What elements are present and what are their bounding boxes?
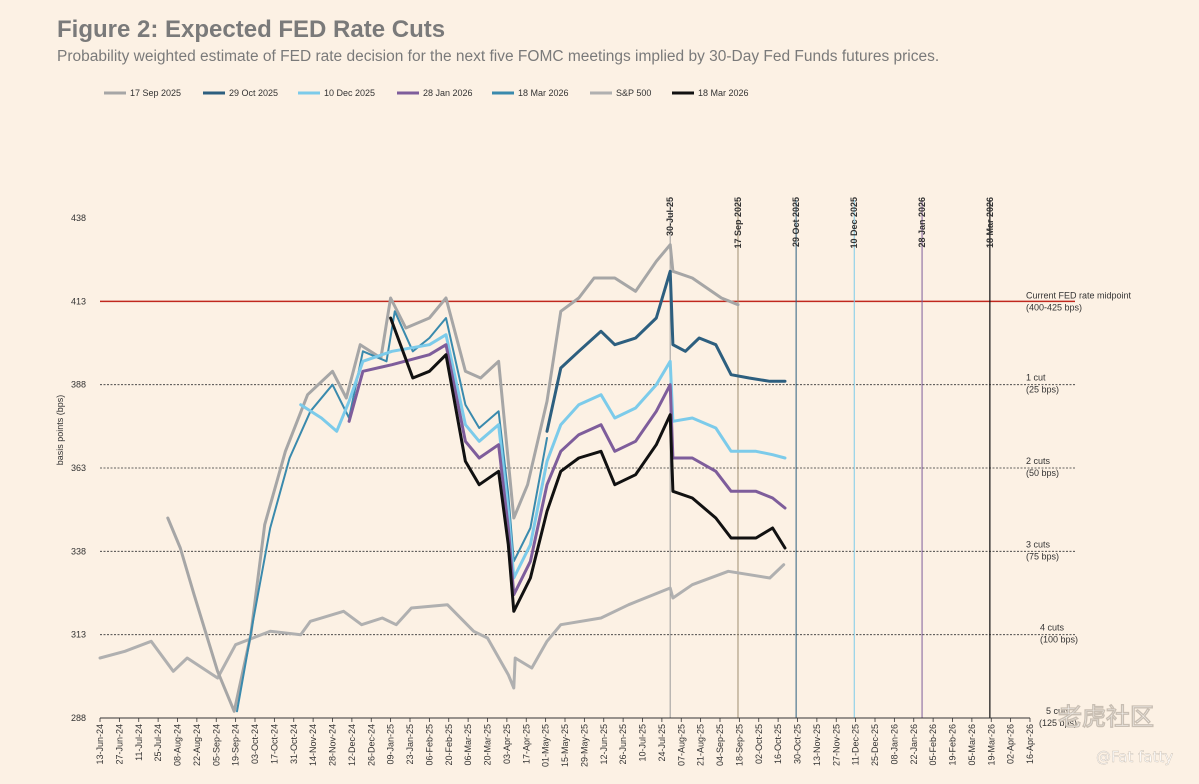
x-tick-label: 25-Jul-24	[153, 724, 163, 762]
watermark-text: 老虎社区	[1058, 703, 1154, 731]
cut-level-label: 2 cuts	[1026, 456, 1051, 466]
cut-level-label: 5 cuts	[1046, 706, 1071, 716]
x-tick-label: 08-Aug-24	[173, 724, 183, 766]
x-tick-label: 11-Dec-25	[851, 724, 861, 765]
cut-level-sublabel: (100 bps)	[1040, 635, 1078, 645]
chart-subtitle: Probability weighted estimate of FED rat…	[57, 48, 940, 65]
x-tick-label: 05-Mar-26	[967, 724, 977, 766]
x-tick-label: 10-Jul-25	[638, 724, 648, 762]
x-tick-label: 03-Oct-24	[250, 724, 260, 764]
x-tick-label: 11-Jul-24	[134, 724, 144, 761]
cut-level-label: 4 cuts	[1040, 623, 1065, 633]
x-tick-label: 13-Jun-24	[95, 724, 105, 765]
event-marker-label: 30-Jul-25	[665, 197, 675, 236]
legend-label: 18 Mar 2026	[518, 88, 569, 98]
x-tick-label: 24-Jul-25	[657, 724, 667, 762]
x-tick-label: 27-Jun-24	[114, 724, 124, 765]
x-tick-label: 30-Oct-25	[793, 724, 803, 764]
x-tick-label: 02-Oct-25	[754, 724, 764, 764]
legend-label: 17 Sep 2025	[130, 88, 181, 98]
x-tick-label: 20-Feb-25	[444, 724, 454, 766]
x-tick-label: 09-Jan-25	[386, 724, 396, 765]
x-tick-label: 19-Feb-26	[948, 724, 958, 766]
cut-level-label: 3 cuts	[1026, 539, 1051, 549]
y-tick-label: 413	[71, 296, 86, 306]
x-tick-label: 13-Nov-25	[812, 724, 822, 766]
x-tick-label: 20-Mar-25	[483, 724, 493, 766]
x-tick-label: 19-Mar-26	[986, 724, 996, 766]
x-tick-label: 22-Aug-24	[192, 724, 202, 766]
x-tick-label: 27-Nov-25	[831, 724, 841, 766]
series-line	[299, 333, 787, 580]
x-tick-label: 31-Oct-24	[289, 724, 299, 764]
x-tick-label: 28-Nov-24	[328, 724, 338, 766]
x-tick-label: 26-Jun-25	[618, 724, 628, 765]
series-line	[347, 343, 787, 597]
current-rate-label: Current FED rate midpoint	[1026, 290, 1132, 300]
x-tick-label: 08-Jan-26	[889, 724, 899, 765]
y-tick-label: 438	[71, 213, 86, 223]
cut-level-sublabel: (50 bps)	[1026, 468, 1059, 478]
legend-label: 29 Oct 2025	[229, 88, 278, 98]
x-tick-label: 01-May-25	[541, 724, 551, 767]
x-tick-label: 04-Sep-25	[715, 724, 725, 766]
x-tick-label: 16-Oct-25	[773, 724, 783, 764]
y-tick-label: 338	[71, 546, 86, 556]
x-tick-label: 03-Apr-25	[502, 724, 512, 764]
chart-title: Figure 2: Expected FED Rate Cuts	[57, 16, 446, 43]
series-line	[166, 243, 740, 713]
x-tick-label: 17-Apr-25	[521, 724, 531, 764]
y-tick-label: 363	[71, 463, 86, 473]
legend-label: 18 Mar 2026	[698, 88, 749, 98]
legend-label: S&P 500	[616, 88, 651, 98]
x-tick-label: 14-Nov-24	[308, 724, 318, 766]
watermark-credit: @Fat fatty	[1096, 748, 1173, 766]
current-rate-sublabel: (400-425 bps)	[1026, 302, 1082, 312]
x-tick-label: 05-Feb-26	[928, 724, 938, 766]
y-tick-label: 288	[71, 713, 86, 723]
x-tick-label: 12-Dec-24	[347, 724, 357, 766]
cut-level-sublabel: (25 bps)	[1026, 385, 1059, 395]
x-tick-label: 15-May-25	[560, 724, 570, 767]
series-line	[236, 310, 548, 713]
x-tick-label: 29-May-25	[579, 724, 589, 767]
y-tick-label: 313	[71, 630, 86, 640]
x-tick-label: 26-Dec-24	[366, 724, 376, 766]
legend-label: 10 Dec 2025	[324, 88, 375, 98]
x-tick-label: 02-Apr-26	[1006, 724, 1016, 764]
x-tick-label: 12-Jun-25	[599, 724, 609, 765]
series-line	[389, 316, 787, 613]
x-tick-label: 22-Jan-26	[909, 724, 919, 765]
cut-level-label: 1 cut	[1026, 373, 1046, 383]
y-tick-label: 388	[71, 380, 86, 390]
x-tick-label: 18-Sep-25	[734, 724, 744, 766]
cut-level-sublabel: (75 bps)	[1026, 551, 1059, 561]
x-tick-label: 17-Oct-24	[269, 724, 279, 764]
legend-label: 28 Jan 2026	[423, 88, 473, 98]
cut-level-sublabel: (125 bps)	[1039, 718, 1077, 728]
x-tick-label: 19-Sep-24	[231, 724, 241, 766]
x-tick-label: 16-Apr-26	[1025, 724, 1035, 764]
series-line	[545, 269, 787, 433]
event-marker-label: 10 Dec 2025	[849, 197, 859, 249]
y-axis-label: basis points (bps)	[55, 395, 65, 466]
event-marker-label: 29 Oct 2025	[791, 197, 801, 247]
x-tick-label: 23-Jan-25	[405, 724, 415, 765]
x-tick-label: 25-Dec-25	[870, 724, 880, 766]
series-line	[98, 563, 786, 690]
event-marker-label: 28 Jan 2026	[917, 197, 927, 248]
event-marker-label: 17 Sep 2025	[733, 197, 743, 249]
x-tick-label: 06-Mar-25	[463, 724, 473, 766]
event-marker-label: 18 Mar 2026	[985, 197, 995, 248]
x-tick-label: 21-Aug-25	[696, 724, 706, 766]
x-tick-label: 05-Sep-24	[211, 724, 221, 766]
x-tick-label: 07-Aug-25	[676, 724, 686, 766]
x-tick-label: 06-Feb-25	[424, 724, 434, 766]
